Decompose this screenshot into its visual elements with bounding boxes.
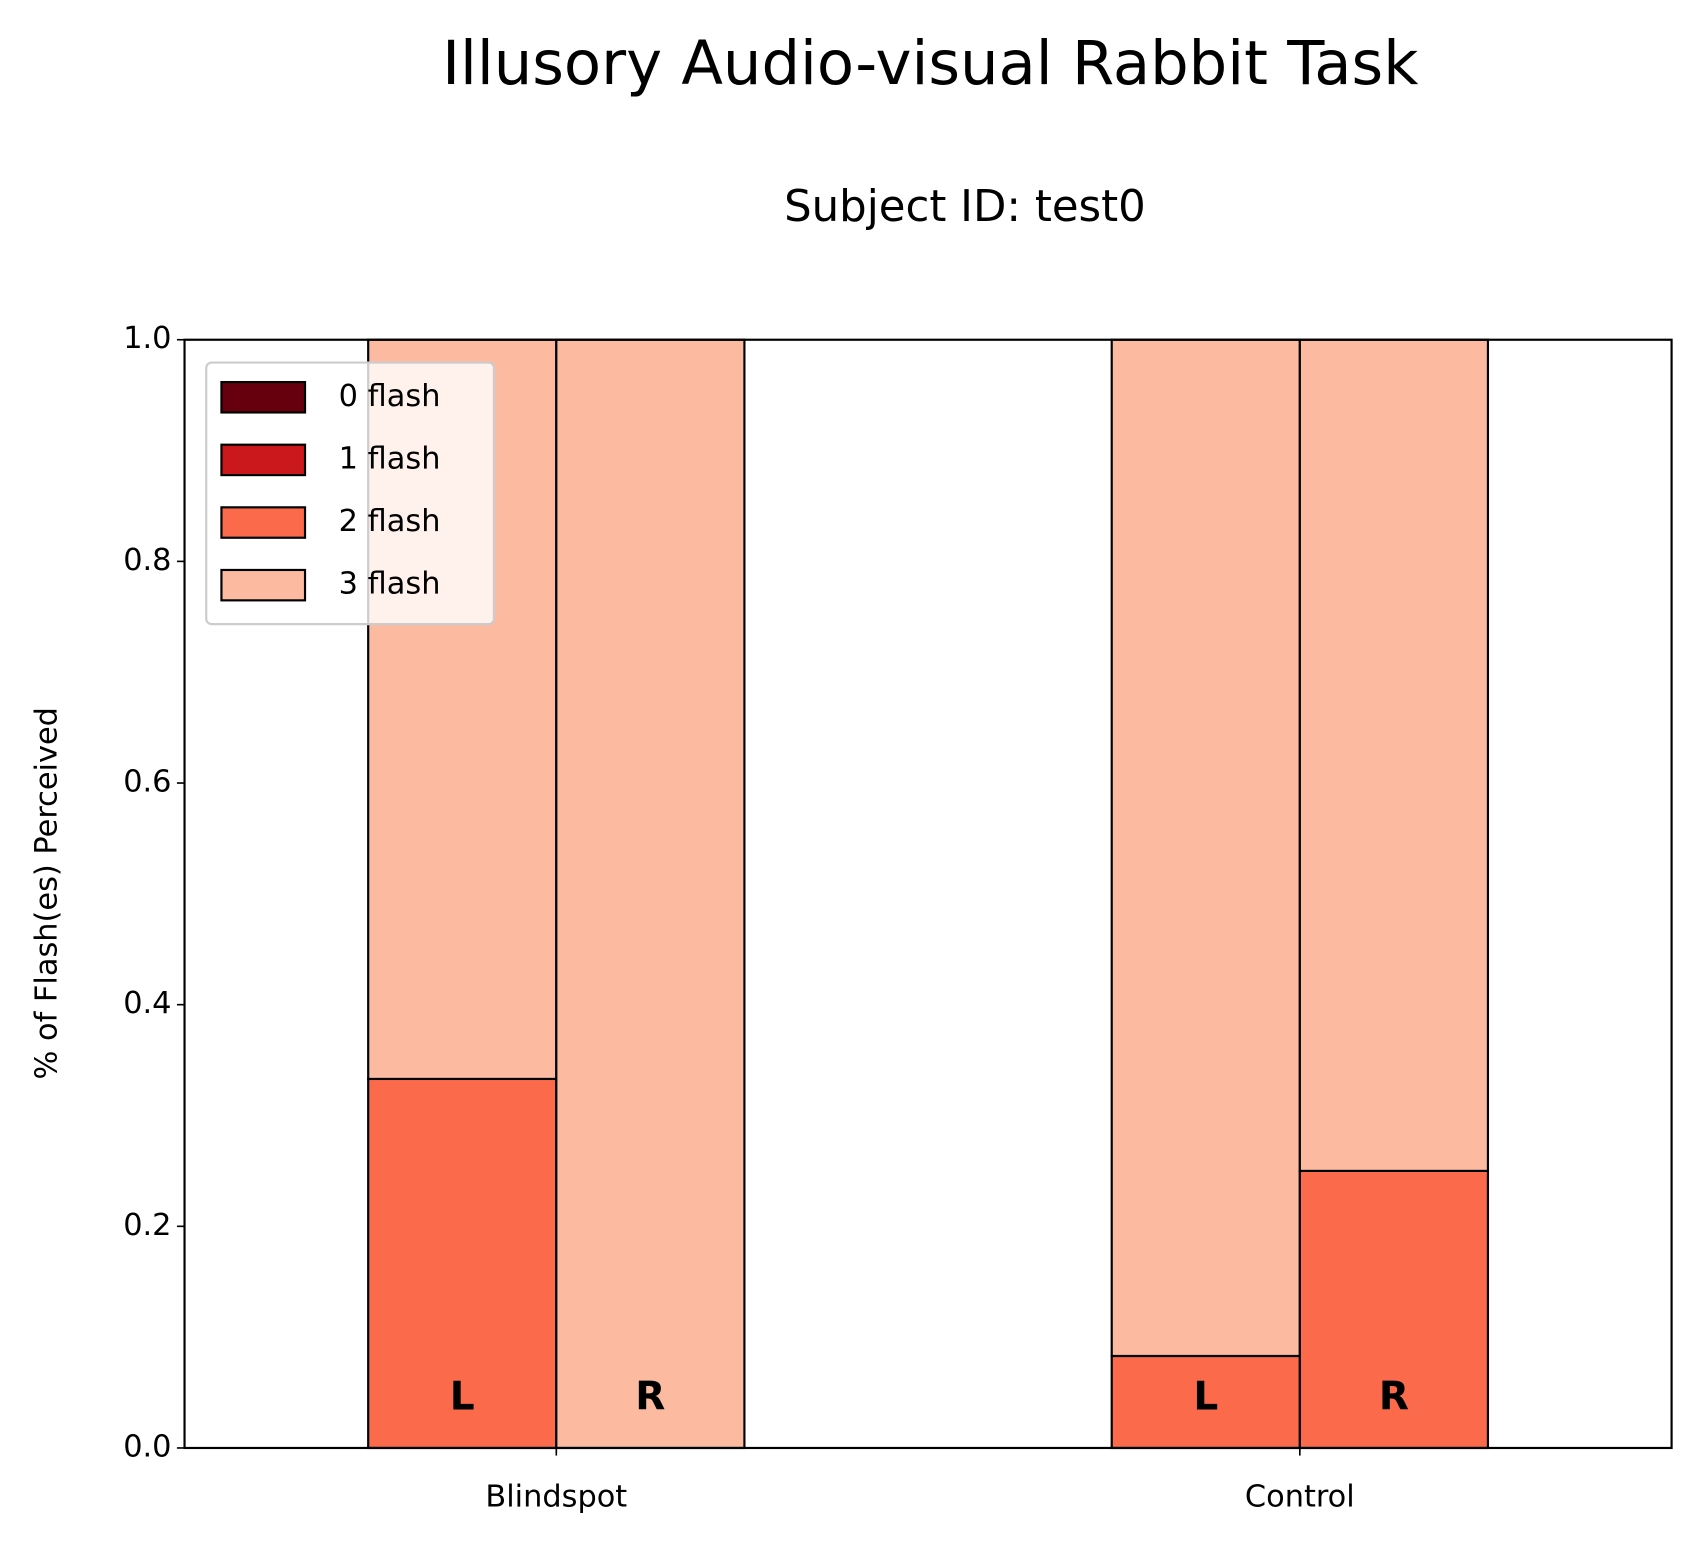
bar-side-label: R xyxy=(635,1375,665,1420)
y-axis-label: % of Flash(es) Perceived xyxy=(29,707,64,1079)
legend-swatch xyxy=(220,443,307,477)
y-tick-label: 0.6 xyxy=(123,765,171,800)
bar-segment xyxy=(1298,1169,1490,1450)
y-tick-label: 0.0 xyxy=(123,1429,171,1464)
legend-label: 2 flash xyxy=(339,504,441,539)
plot-frame xyxy=(183,338,1673,1450)
y-tick-label: 0.4 xyxy=(123,986,171,1021)
x-tick-label: Control xyxy=(1245,1479,1355,1514)
legend-swatch xyxy=(220,380,307,414)
y-tick-label: 1.0 xyxy=(123,321,171,356)
legend-label: 3 flash xyxy=(339,567,441,602)
y-tick-label: 0.8 xyxy=(123,543,171,578)
x-tick-label: Blindspot xyxy=(485,1479,627,1514)
legend-label: 1 flash xyxy=(339,441,441,476)
bar-segment xyxy=(1110,338,1301,1358)
chart-title: Illusory Audio-visual Rabbit Task xyxy=(442,29,1419,99)
bar-side-label: L xyxy=(1193,1375,1218,1420)
y-tick-label: 0.2 xyxy=(123,1208,171,1243)
legend-swatch xyxy=(220,506,307,539)
legend-box xyxy=(205,361,495,626)
bar-segment xyxy=(1298,338,1490,1172)
bar-segment xyxy=(555,338,746,1450)
legend-label: 0 flash xyxy=(339,379,441,414)
chart-subtitle: Subject ID: test0 xyxy=(784,182,1146,232)
bar-side-label: R xyxy=(1379,1375,1409,1420)
legend-swatch xyxy=(220,568,307,602)
bar-side-label: L xyxy=(450,1375,475,1420)
